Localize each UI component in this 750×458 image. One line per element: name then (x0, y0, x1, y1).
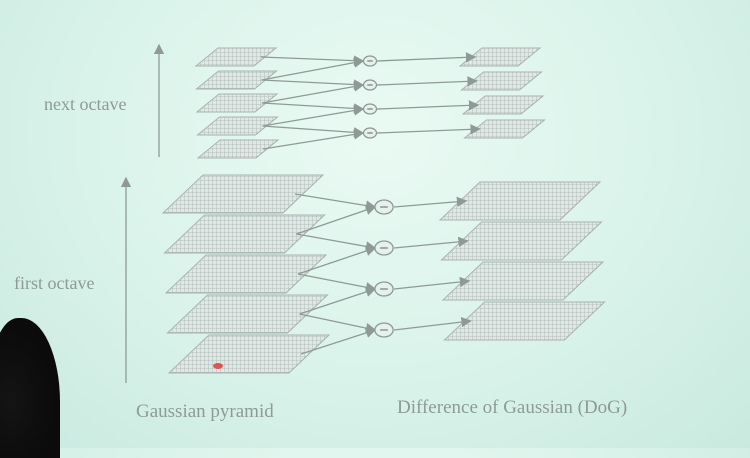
first-octave-gaussian-layer (164, 254, 328, 294)
first-octave-label: first octave (14, 273, 95, 293)
next-octave-input-line (262, 125, 365, 138)
first-octave-dog-layer (443, 301, 606, 341)
next-octave-output-arrow (376, 52, 477, 63)
first-octave-output-arrow (393, 276, 471, 290)
first-octave-dog-layer (438, 181, 602, 221)
next-octave-input-line (261, 102, 365, 114)
next-octave-label: next octave (44, 94, 127, 114)
next-octave-output-arrow (376, 76, 478, 87)
first-octave-output-arrow (393, 316, 472, 331)
first-octave-input-line (297, 273, 377, 293)
first-octave-input-line (299, 286, 377, 315)
next-octave-gaussian-layer (194, 47, 278, 67)
first-octave-input-line (294, 193, 377, 211)
first-octave-gaussian-layer (167, 334, 331, 374)
first-octave-gaussian-layer (166, 294, 329, 334)
dog-caption: Difference of Gaussian (DoG) (397, 397, 628, 418)
first-octave-input-line (296, 233, 377, 252)
sift-scale-space-diagram (120, 43, 606, 383)
first-octave-gaussian-layer (163, 214, 326, 254)
next-octave-gaussian-layer (196, 116, 279, 136)
next-octave-input-line (262, 105, 365, 127)
first-octave-input-line (296, 205, 377, 235)
laser-pointer-dot (213, 363, 223, 369)
next-octave-input-line (261, 81, 365, 104)
first-octave-output-arrow (393, 196, 468, 208)
gaussian-pyramid-caption: Gaussian pyramid (136, 401, 274, 422)
next-octave-input-line (260, 55, 365, 66)
next-octave-gaussian-layer (196, 139, 280, 159)
first-octave-input-line (297, 245, 377, 275)
first-octave-dog-layer (440, 221, 603, 261)
first-octave-gaussian-layer (161, 174, 325, 214)
first-octave-dog-layer (441, 261, 605, 301)
first-octave-input-line (299, 313, 377, 334)
next-octave-input-line (261, 57, 365, 81)
next-octave-gaussian-layer (195, 93, 279, 113)
next-octave-input-line (262, 129, 365, 150)
next-octave-gaussian-layer (195, 70, 278, 90)
first-octave-input-line (300, 327, 377, 355)
next-octave-input-line (261, 79, 365, 90)
next-octave-output-arrow (376, 124, 481, 135)
next-octave-output-arrow (376, 100, 480, 111)
first-octave-output-arrow (393, 236, 469, 249)
